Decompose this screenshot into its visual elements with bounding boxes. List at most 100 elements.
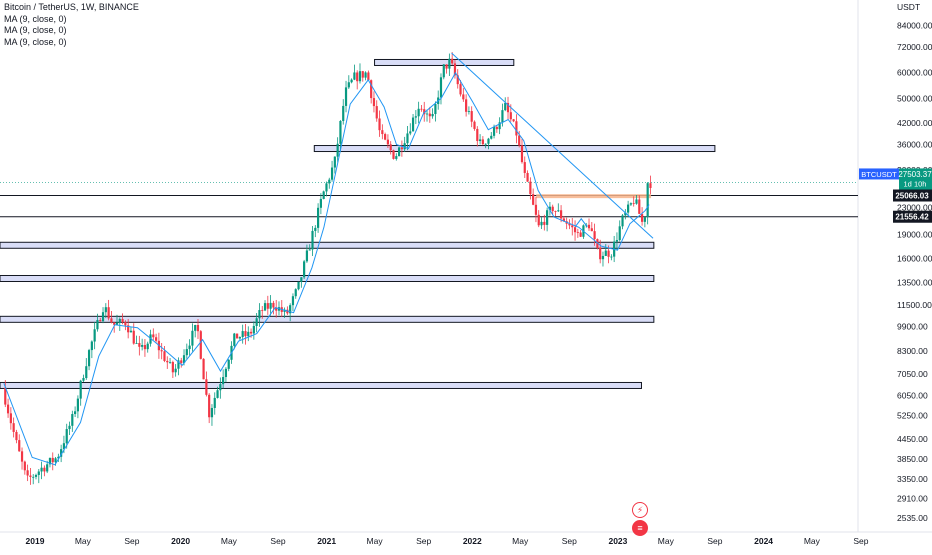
- candle[interactable]: [453, 63, 457, 76]
- candle[interactable]: [252, 325, 255, 334]
- candle[interactable]: [364, 72, 367, 78]
- candle[interactable]: [57, 456, 60, 459]
- arrow-annotation[interactable]: [574, 217, 588, 228]
- candle[interactable]: [269, 302, 272, 309]
- candle[interactable]: [420, 108, 423, 110]
- candle[interactable]: [149, 334, 152, 344]
- candle[interactable]: [141, 345, 144, 347]
- candle[interactable]: [15, 431, 18, 441]
- horizontal-zone[interactable]: [313, 145, 716, 153]
- candle[interactable]: [546, 210, 549, 225]
- candle[interactable]: [303, 261, 306, 278]
- candle[interactable]: [417, 108, 420, 117]
- candle[interactable]: [601, 255, 605, 260]
- candle[interactable]: [389, 144, 392, 151]
- candle[interactable]: [579, 232, 582, 237]
- candle[interactable]: [222, 377, 225, 385]
- candle[interactable]: [353, 72, 356, 80]
- candle[interactable]: [559, 210, 563, 219]
- horizontal-zone[interactable]: [0, 274, 655, 282]
- candle[interactable]: [523, 162, 526, 173]
- candle[interactable]: [378, 118, 381, 131]
- symbol-title[interactable]: Bitcoin / TetherUS, 1W, BINANCE: [4, 2, 139, 12]
- candle[interactable]: [425, 113, 429, 115]
- candle[interactable]: [37, 471, 40, 475]
- candle[interactable]: [283, 309, 286, 312]
- candle[interactable]: [330, 167, 334, 180]
- candle[interactable]: [604, 250, 607, 256]
- candle[interactable]: [543, 221, 546, 225]
- candle[interactable]: [6, 404, 10, 414]
- candle[interactable]: [361, 71, 364, 78]
- candle[interactable]: [65, 429, 68, 444]
- candle[interactable]: [286, 309, 289, 314]
- candle[interactable]: [174, 368, 177, 373]
- candle[interactable]: [185, 349, 188, 356]
- candle[interactable]: [107, 307, 110, 319]
- candle[interactable]: [29, 475, 32, 477]
- candle[interactable]: [258, 310, 261, 319]
- candle[interactable]: [328, 179, 331, 184]
- candle[interactable]: [372, 98, 376, 107]
- candle[interactable]: [113, 322, 116, 325]
- candle[interactable]: [233, 333, 236, 346]
- candle[interactable]: [384, 134, 387, 140]
- candle[interactable]: [532, 194, 535, 205]
- candle[interactable]: [409, 131, 412, 134]
- candle[interactable]: [227, 359, 230, 369]
- candle[interactable]: [289, 305, 292, 314]
- candle[interactable]: [255, 318, 258, 326]
- candle[interactable]: [152, 334, 155, 338]
- candle[interactable]: [261, 310, 264, 311]
- candle[interactable]: [632, 203, 635, 205]
- candle[interactable]: [406, 133, 409, 144]
- candle[interactable]: [244, 331, 247, 337]
- candle[interactable]: [263, 303, 267, 311]
- candle[interactable]: [99, 319, 102, 322]
- candle[interactable]: [12, 423, 15, 432]
- candle[interactable]: [615, 240, 619, 242]
- candle[interactable]: [610, 256, 613, 258]
- ma-indicator-3[interactable]: MA (9, close, 0): [4, 36, 67, 47]
- candle[interactable]: [442, 64, 445, 78]
- candle[interactable]: [568, 223, 571, 226]
- candle[interactable]: [473, 121, 476, 129]
- candle[interactable]: [311, 230, 314, 250]
- candle[interactable]: [551, 206, 554, 212]
- candle[interactable]: [110, 318, 113, 323]
- candle[interactable]: [82, 377, 85, 381]
- candle[interactable]: [213, 397, 216, 408]
- candle[interactable]: [587, 224, 591, 229]
- candle[interactable]: [325, 183, 328, 192]
- candle[interactable]: [208, 394, 211, 418]
- candle[interactable]: [537, 214, 540, 226]
- candle[interactable]: [249, 331, 253, 334]
- candle[interactable]: [358, 71, 362, 82]
- candle[interactable]: [498, 122, 501, 130]
- candle[interactable]: [127, 325, 130, 333]
- candle[interactable]: [347, 82, 350, 88]
- candle[interactable]: [573, 227, 577, 233]
- candle[interactable]: [135, 342, 138, 344]
- candle[interactable]: [590, 228, 593, 232]
- candle[interactable]: [121, 318, 124, 323]
- candle[interactable]: [266, 303, 269, 309]
- candle[interactable]: [9, 413, 12, 424]
- candle[interactable]: [32, 476, 35, 478]
- candle[interactable]: [520, 145, 524, 163]
- candle[interactable]: [548, 206, 552, 211]
- horizontal-zone[interactable]: [0, 381, 642, 389]
- candle[interactable]: [205, 379, 208, 395]
- candle[interactable]: [132, 330, 135, 344]
- ma-indicator-1[interactable]: MA (9, close, 0): [4, 13, 67, 24]
- candle[interactable]: [48, 457, 52, 465]
- candle[interactable]: [160, 350, 163, 352]
- candle[interactable]: [87, 350, 91, 367]
- candle[interactable]: [649, 183, 652, 188]
- candle[interactable]: [484, 143, 487, 145]
- candle[interactable]: [414, 116, 417, 118]
- candle[interactable]: [46, 464, 49, 472]
- candle[interactable]: [350, 79, 353, 83]
